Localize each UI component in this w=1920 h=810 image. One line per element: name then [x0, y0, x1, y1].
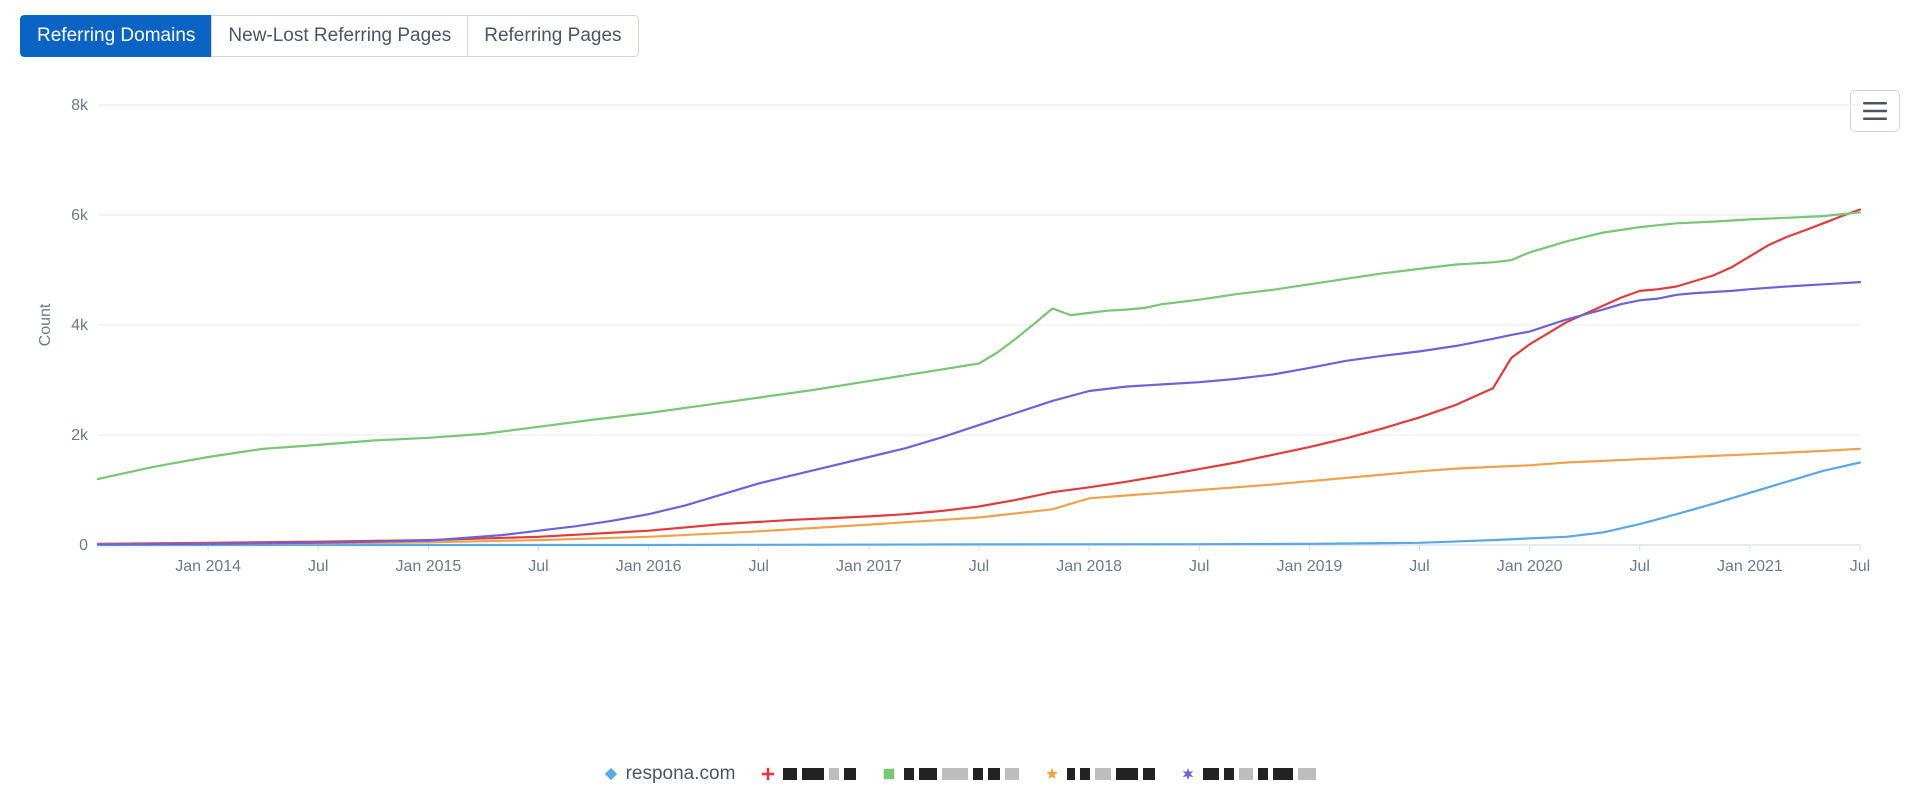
tab-referring-pages[interactable]: Referring Pages [467, 15, 638, 57]
y-tick-label: 4k [71, 317, 89, 334]
legend-label-redacted [783, 768, 856, 780]
series-blue [98, 463, 1860, 546]
x-tick-label: Jan 2015 [395, 558, 461, 575]
x-tick-label: Jul [1189, 558, 1209, 575]
series-purple [98, 282, 1860, 544]
y-tick-label: 8k [71, 97, 89, 114]
x-tick-label: Jan 2017 [836, 558, 902, 575]
legend-label-redacted [1067, 768, 1155, 780]
chart-area: 0 2k 4k 6k 8k Jan 2014 Jul Jan 2015 Jul Jan 2016 J… [20, 85, 1900, 685]
legend-label-redacted [904, 768, 1019, 780]
x-tick-label: Jul [1630, 558, 1650, 575]
y-tick-label: 0 [79, 537, 88, 554]
legend-item-green[interactable] [882, 767, 1019, 781]
x-tick-label: Jul [1850, 558, 1870, 575]
y-tick-label: 6k [71, 207, 89, 224]
legend-item-orange[interactable] [1045, 767, 1155, 781]
x-tick-label: Jan 2018 [1056, 558, 1122, 575]
x-tick-label: Jan 2014 [175, 558, 241, 575]
series-orange [98, 449, 1860, 545]
x-tick-label: Jul [1409, 558, 1429, 575]
legend-item-red[interactable] [761, 767, 856, 781]
line-chart[interactable]: 0 2k 4k 6k 8k Jan 2014 Jul Jan 2015 Jul Jan 2016 J… [20, 85, 1900, 605]
legend-item-blue[interactable]: respona.com [604, 763, 736, 785]
tab-referring-domains[interactable]: Referring Domains [20, 15, 212, 57]
tab-group: Referring DomainsNew-Lost Referring Page… [20, 15, 639, 57]
x-tick-label: Jul [308, 558, 328, 575]
x-tick-label: Jan 2021 [1717, 558, 1783, 575]
series-red [98, 210, 1860, 544]
x-tick-label: Jul [749, 558, 769, 575]
y-axis-label: Count [37, 303, 54, 346]
y-tick-label: 2k [71, 427, 89, 444]
chart-legend: respona.com [0, 763, 1920, 785]
legend-label: respona.com [626, 763, 736, 785]
x-tick-label: Jan 2016 [616, 558, 682, 575]
legend-item-purple[interactable] [1181, 767, 1316, 781]
tab-new-lost-referring-pages[interactable]: New-Lost Referring Pages [211, 15, 468, 57]
x-tick-label: Jan 2019 [1276, 558, 1342, 575]
legend-label-redacted [1203, 768, 1316, 780]
x-tick-label: Jul [528, 558, 548, 575]
x-tick-label: Jul [969, 558, 989, 575]
series-green [98, 212, 1860, 479]
x-tick-label: Jan 2020 [1497, 558, 1563, 575]
